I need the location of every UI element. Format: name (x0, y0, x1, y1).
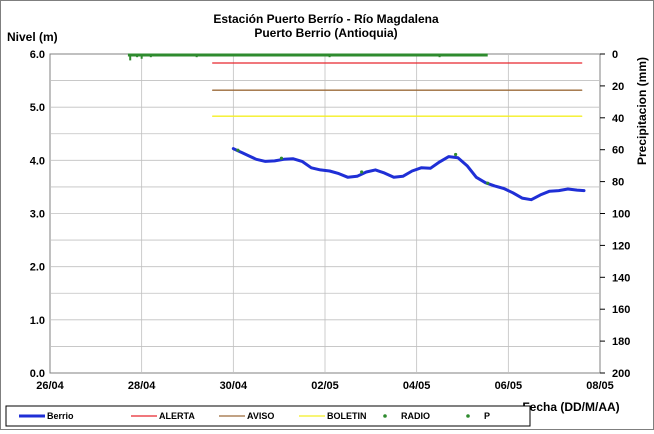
series-radio-point (279, 156, 284, 160)
y-right-tick-label: 40 (612, 113, 624, 125)
series-radio-point (236, 148, 240, 152)
chart-subtitle: Puerto Berrio (Antioquia) (254, 26, 397, 40)
legend-label: ALERTA (159, 411, 195, 421)
legend-marker (466, 414, 470, 418)
x-tick-label: 02/05 (311, 380, 339, 392)
chart-title: Estación Puerto Berrío - Río Magdalena (213, 12, 439, 26)
legend-marker (383, 414, 387, 418)
legend-box (5, 405, 531, 427)
series-layer (127, 53, 586, 202)
y-right-tick-label: 120 (612, 240, 630, 252)
y-axis-left-title: Nivel (m) (7, 30, 58, 44)
legend: Berrio ALERTA AVISO BOLETIN RADIO P (5, 405, 531, 427)
y-left-tick-label: 1.0 (30, 315, 45, 327)
y-left-tick-label: 0.0 (30, 368, 45, 380)
x-axis-title: Fecha (DD/M/AA) (522, 400, 619, 414)
series-radio-point (360, 170, 364, 174)
ticks-layer: 0.0 1.0 2.0 3.0 4.0 5.0 6.0 26/04 28/04 30/04 02/0… (30, 49, 631, 392)
x-tick-label: 28/04 (128, 380, 156, 392)
y-left-tick-label: 2.0 (30, 262, 45, 274)
x-tick-label: 04/05 (403, 380, 431, 392)
y-left-tick-label: 4.0 (30, 155, 45, 167)
legend-label: AVISO (247, 411, 274, 421)
x-tick-label: 26/04 (36, 380, 64, 392)
x-tick-label: 30/04 (220, 380, 248, 392)
legend-label: RADIO (401, 411, 430, 421)
legend-label: Berrio (47, 411, 74, 421)
y-left-tick-label: 3.0 (30, 209, 45, 221)
y-left-tick-label: 5.0 (30, 102, 45, 114)
y-right-tick-label: 200 (612, 368, 630, 380)
y-right-tick-label: 160 (612, 304, 630, 316)
y-right-tick-label: 60 (612, 145, 624, 157)
grid-layer (49, 53, 601, 374)
y-right-tick-label: 100 (612, 209, 630, 221)
x-tick-label: 08/05 (586, 380, 614, 392)
y-right-tick-label: 140 (612, 272, 630, 284)
series-radio-point (486, 181, 490, 185)
y-right-tick-label: 80 (612, 177, 624, 189)
y-right-tick-label: 0 (612, 49, 618, 61)
y-right-tick-label: 20 (612, 81, 624, 93)
legend-label: BOLETIN (327, 411, 367, 421)
y-right-tick-label: 180 (612, 336, 630, 348)
series-radio-point (454, 152, 458, 157)
y-axis-right-title: Precipitacion (mm) (635, 57, 649, 165)
x-tick-label: 06/05 (495, 380, 523, 392)
y-left-tick-label: 6.0 (30, 49, 45, 61)
series-berrio-line (231, 147, 586, 202)
legend-label: P (484, 411, 490, 421)
